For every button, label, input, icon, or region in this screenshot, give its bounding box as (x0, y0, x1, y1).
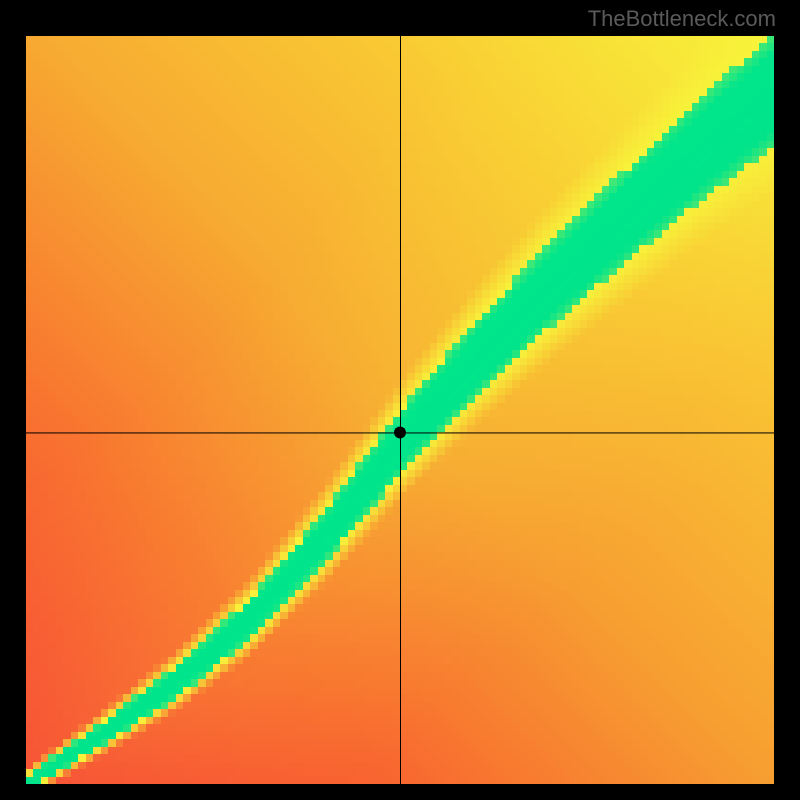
chart-container: TheBottleneck.com (0, 0, 800, 800)
watermark-text: TheBottleneck.com (588, 6, 776, 32)
heatmap-plot (26, 36, 774, 784)
heatmap-canvas (26, 36, 774, 784)
